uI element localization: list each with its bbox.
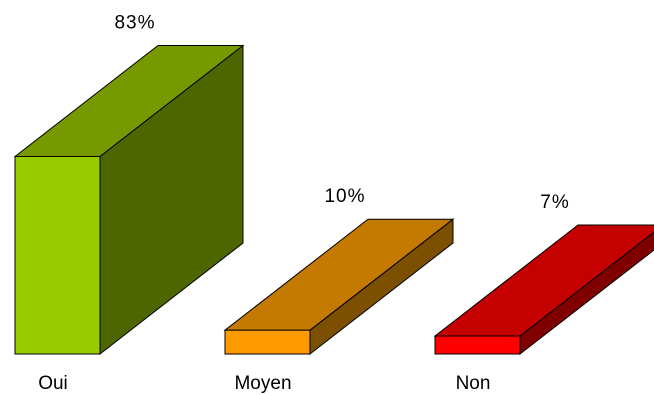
labels-group: 83% Oui 10% Moyen 7% Non bbox=[38, 12, 569, 394]
category-label-non: Non bbox=[456, 373, 491, 394]
bar-oui-front bbox=[14, 155, 101, 355]
category-label-moyen: Moyen bbox=[234, 373, 291, 394]
value-label-moyen: 10% bbox=[324, 186, 365, 207]
bar-non-front bbox=[434, 335, 521, 355]
bar-oui bbox=[13, 44, 245, 356]
bar-moyen bbox=[223, 218, 455, 356]
value-label-non: 7% bbox=[540, 192, 569, 213]
value-label-oui: 83% bbox=[114, 12, 155, 33]
bar-moyen-front bbox=[224, 329, 311, 355]
bars-group bbox=[13, 44, 654, 356]
bar-non bbox=[433, 224, 654, 356]
category-label-oui: Oui bbox=[38, 373, 68, 394]
